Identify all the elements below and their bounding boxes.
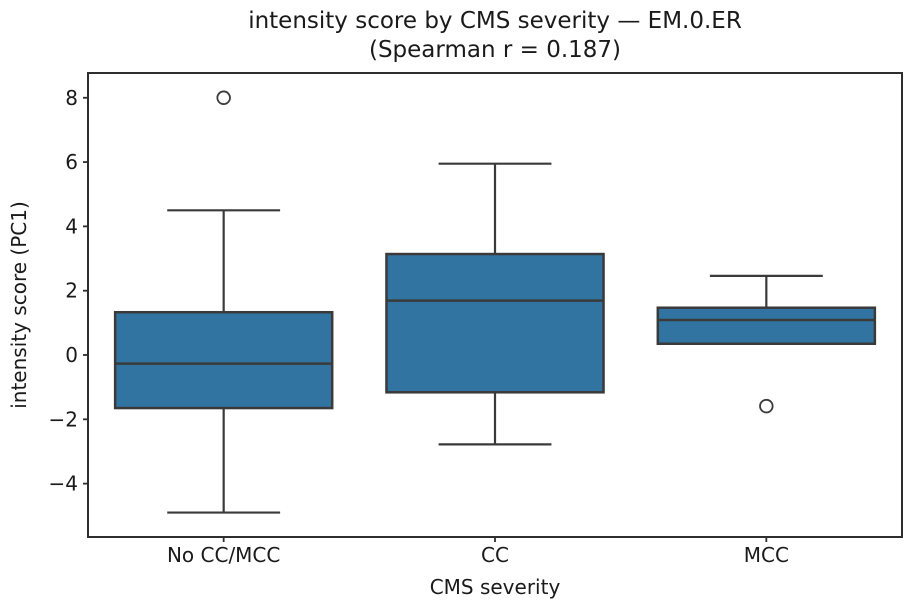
- x-tick-label: CC: [481, 543, 509, 567]
- box-cc: [385, 252, 605, 394]
- y-tick-label: −2: [49, 407, 78, 431]
- chart-title: intensity score by CMS severity — EM.0.E…: [248, 8, 742, 34]
- outlier-point: [216, 90, 231, 105]
- y-tick-label: 4: [65, 214, 78, 238]
- y-tick-label: 0: [65, 343, 78, 367]
- y-tick-label: 6: [65, 150, 78, 174]
- y-tick-label: 8: [65, 86, 78, 110]
- box-mcc: [656, 306, 877, 345]
- box-no-cc-mcc: [113, 310, 334, 410]
- chart-subtitle: (Spearman r = 0.187): [368, 37, 622, 63]
- x-tick-label: MCC: [744, 543, 789, 567]
- chart-title-block: intensity score by CMS severity — EM.0.E…: [88, 7, 902, 65]
- x-axis-label: CMS severity: [429, 575, 561, 599]
- y-tick-label: 2: [65, 279, 78, 303]
- outlier-point: [759, 398, 774, 414]
- y-tick-label: −4: [49, 472, 78, 496]
- x-tick-label: No CC/MCC: [167, 543, 280, 567]
